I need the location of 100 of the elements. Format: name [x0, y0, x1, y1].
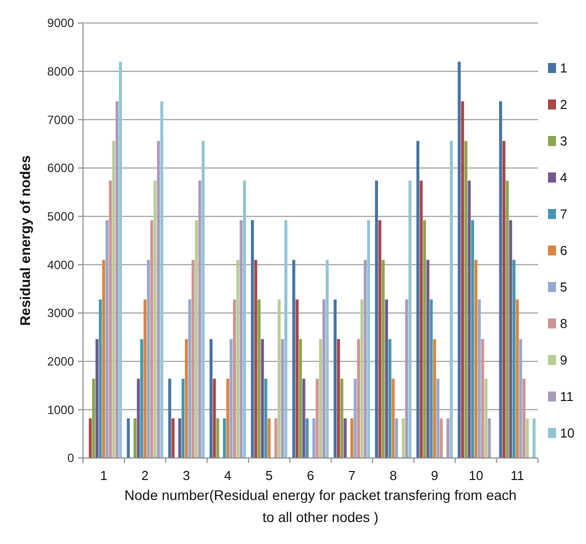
bar: [322, 299, 326, 458]
bar: [126, 418, 130, 458]
bar: [118, 62, 122, 458]
bar: [222, 418, 226, 458]
legend-label: 6: [560, 243, 568, 258]
bar: [264, 378, 268, 458]
x-tick-label: 4: [224, 468, 232, 483]
bar: [516, 299, 519, 458]
bar: [450, 140, 453, 458]
bar: [302, 378, 306, 458]
bar: [210, 339, 213, 458]
bar: [298, 339, 302, 458]
x-tick-label: 1: [100, 468, 108, 483]
y-tick-label: 5000: [47, 210, 74, 224]
bar: [156, 140, 160, 458]
x-tick-label: 8: [390, 468, 397, 483]
x-tick-label: 6: [306, 468, 314, 483]
bar: [512, 260, 516, 458]
legend-label: 2: [560, 97, 568, 112]
bar: [230, 339, 233, 458]
x-tick-label: 7: [348, 468, 356, 483]
bar: [526, 418, 529, 458]
x-tick-label: 10: [468, 468, 484, 483]
bar: [232, 299, 236, 458]
x-tick-label: 9: [430, 468, 438, 483]
bar: [408, 180, 412, 458]
bar: [334, 299, 337, 458]
bar: [367, 220, 370, 458]
bar: [423, 220, 426, 458]
bar: [274, 418, 278, 458]
bar: [134, 418, 136, 458]
y-tick-label: 4000: [47, 258, 74, 272]
y-tick-label: 7000: [47, 112, 74, 127]
x-tick-label: 2: [141, 468, 149, 483]
bar: [488, 418, 491, 458]
bar: [519, 339, 522, 458]
bar: [136, 378, 140, 458]
legend-label: 9: [560, 352, 568, 368]
bar: [319, 339, 322, 458]
bar: [146, 260, 150, 458]
legend-label: 11: [560, 389, 574, 404]
bar: [182, 378, 185, 458]
bar: [405, 299, 408, 458]
legend-label: 10: [560, 426, 574, 441]
bar: [106, 220, 108, 458]
legend-label: 5: [560, 280, 568, 295]
bar: [258, 299, 261, 458]
x-tick-label: 3: [182, 468, 190, 483]
bar: [416, 140, 420, 458]
bar: [260, 339, 264, 458]
bar: [102, 260, 106, 458]
bar: [198, 180, 202, 458]
legend-label: 4: [560, 170, 568, 186]
bar: [116, 101, 119, 458]
bar: [192, 260, 195, 458]
y-tick-label: 6000: [47, 161, 74, 176]
bar: [382, 260, 385, 458]
bar: [478, 299, 481, 458]
bar: [388, 339, 392, 458]
bar: [357, 339, 360, 458]
bar: [506, 180, 509, 458]
bar: [98, 299, 102, 458]
bar: [354, 378, 357, 458]
bar: [202, 140, 205, 458]
bar: [395, 418, 398, 458]
x-tick-label: 11: [510, 468, 524, 483]
bar: [184, 339, 188, 458]
legend-label: 8: [560, 316, 568, 332]
bar: [108, 180, 112, 458]
bar: [281, 339, 284, 458]
bar: [502, 140, 506, 458]
bar: [522, 378, 526, 458]
bar: [154, 180, 157, 458]
bar: [471, 220, 474, 458]
bar: [243, 180, 246, 458]
bar: [172, 418, 174, 458]
bar: [484, 378, 488, 458]
bar: [385, 299, 388, 458]
bar: [296, 299, 299, 458]
bar: [436, 378, 440, 458]
bar: [236, 260, 240, 458]
bar: [440, 418, 443, 458]
x-axis-title: Node number(Residual energy for packet transfering from each to all other nodes ): [124, 487, 517, 525]
y-tick-label: 1000: [47, 402, 74, 417]
bar: [194, 220, 198, 458]
bar: [340, 378, 344, 458]
bar: [360, 299, 364, 458]
y-tick-label: 9000: [47, 16, 74, 30]
bar: [461, 101, 464, 458]
bar: [509, 220, 512, 458]
bar: [88, 418, 92, 458]
bar: [140, 339, 144, 458]
bar: [532, 418, 536, 458]
bar: [212, 378, 216, 458]
bar: [92, 378, 96, 458]
bar: [420, 180, 423, 458]
bar: [344, 418, 347, 458]
bar: [168, 378, 172, 458]
x-tick-label: 5: [266, 468, 273, 483]
y-tick-label: 3000: [47, 306, 74, 320]
